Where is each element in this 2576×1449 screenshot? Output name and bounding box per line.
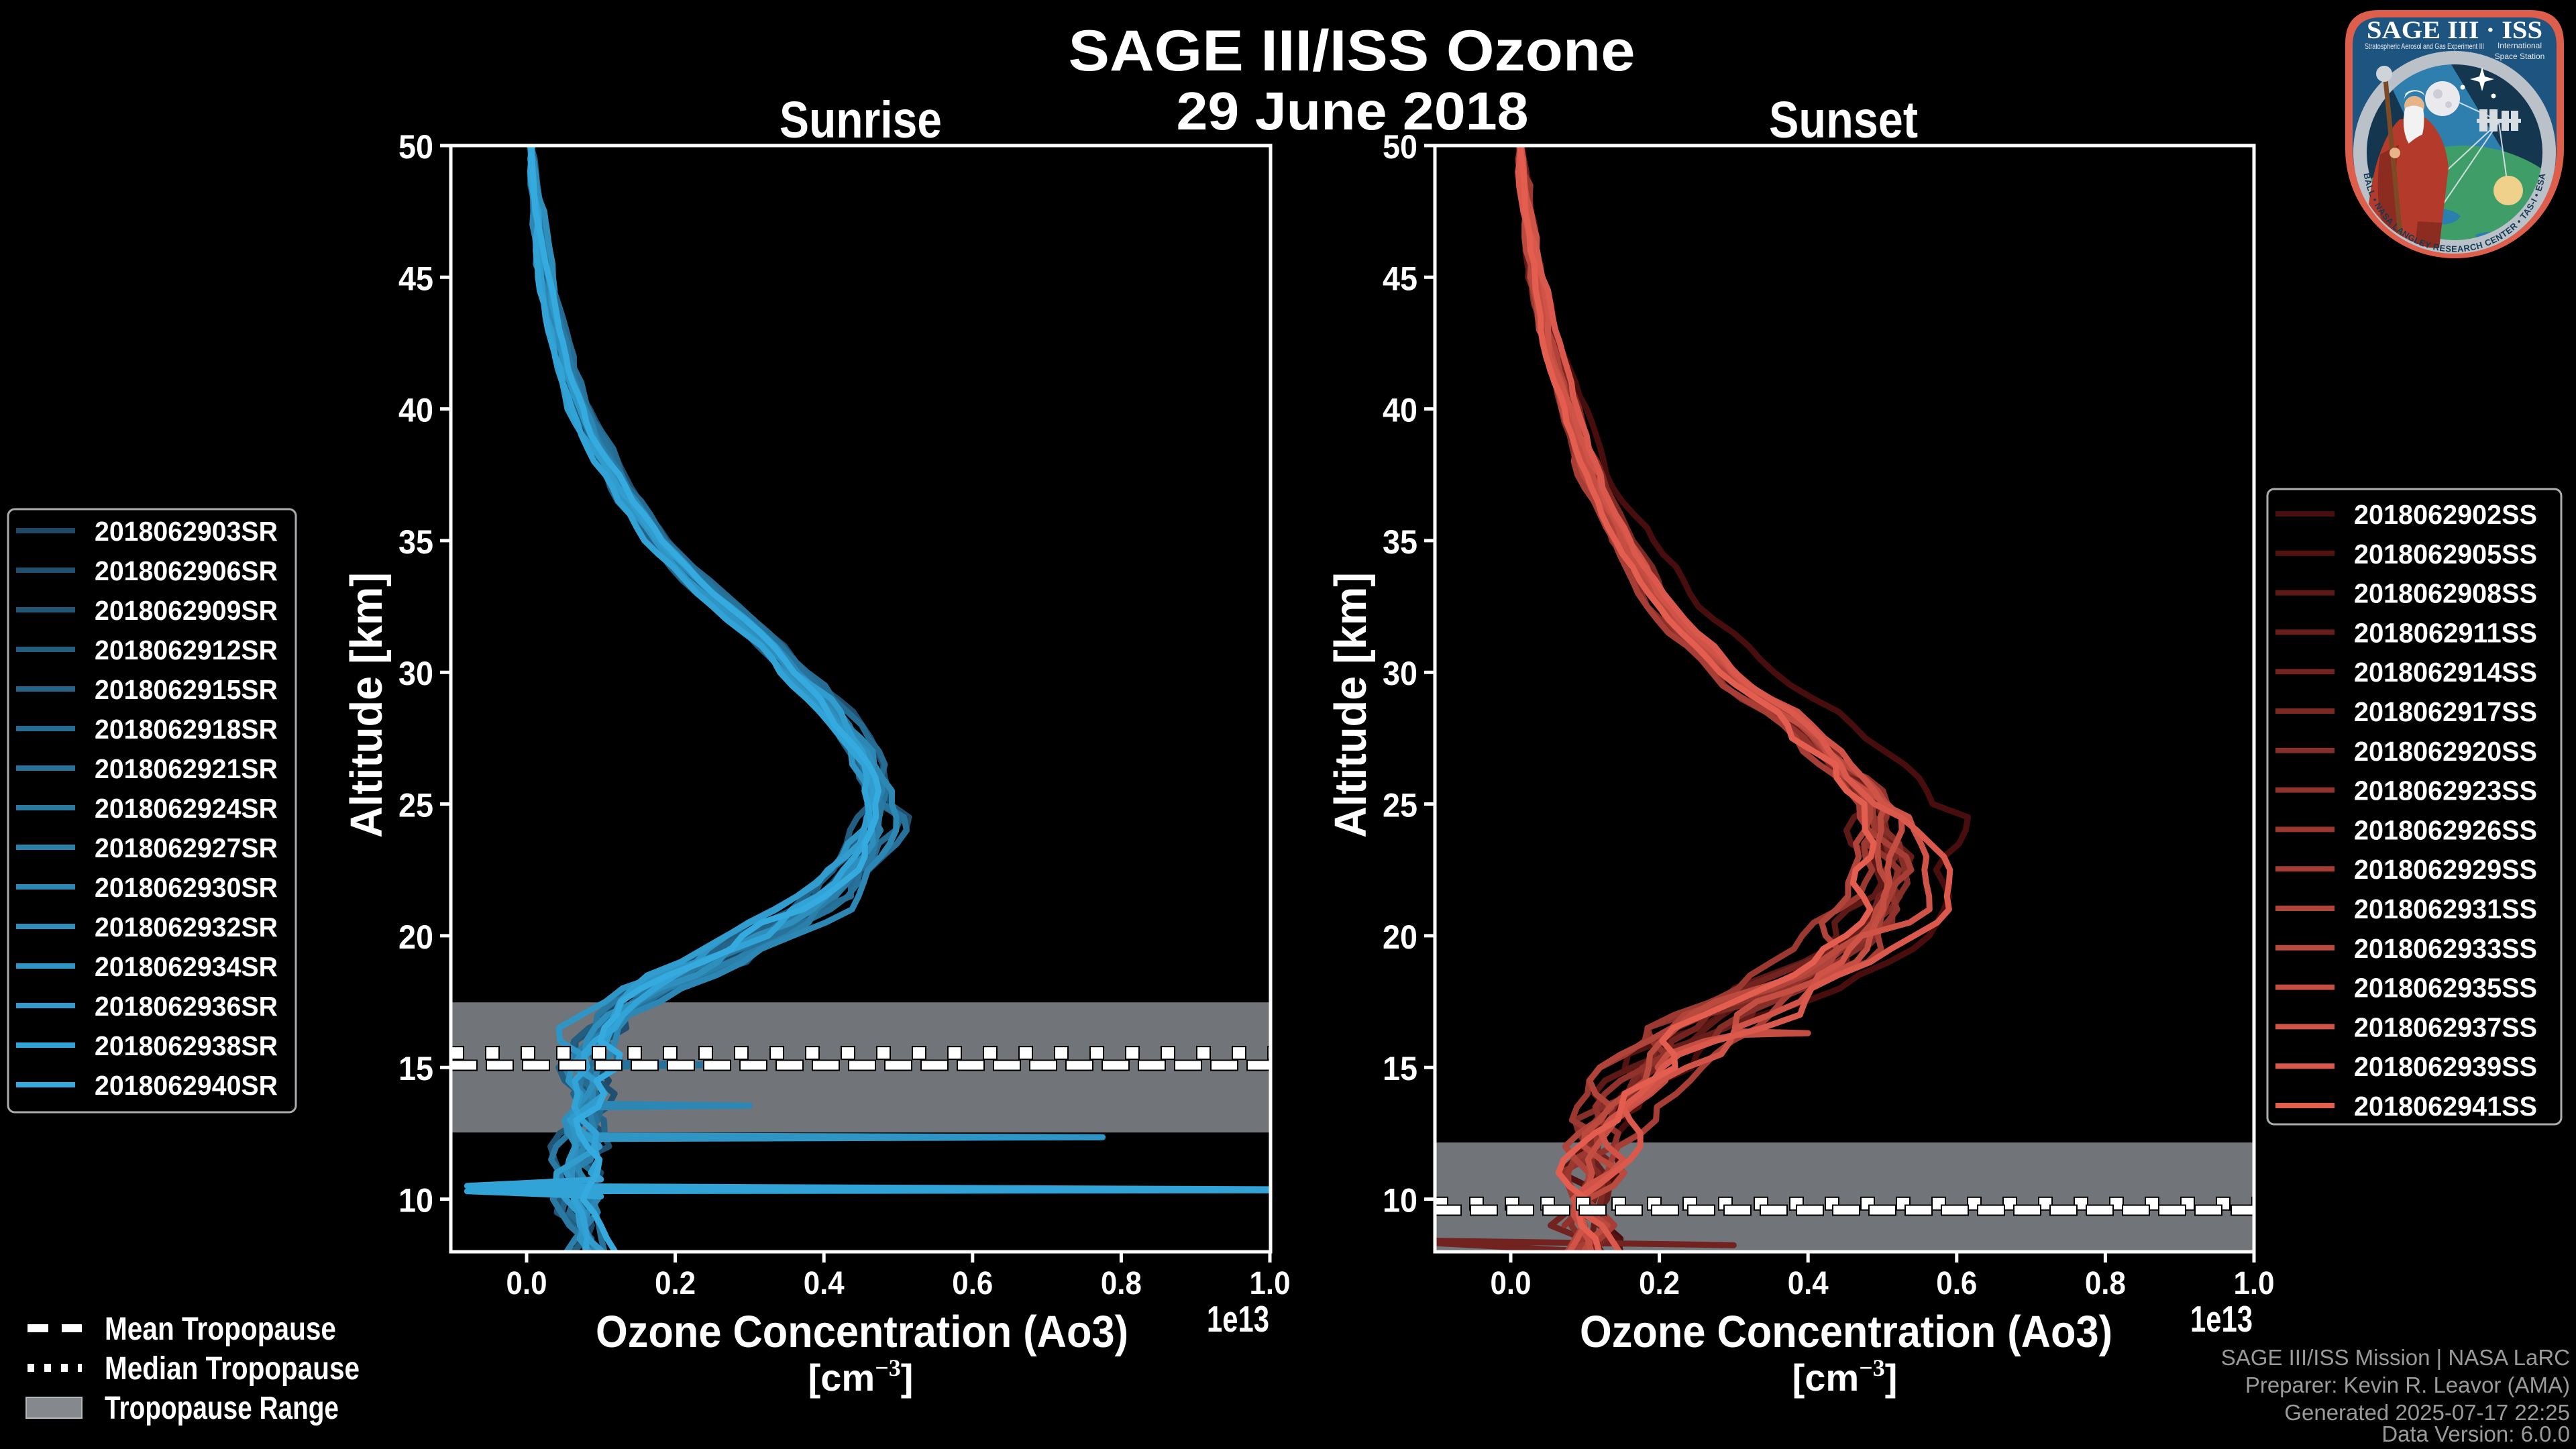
svg-text:2018062915SR: 2018062915SR (95, 674, 278, 705)
svg-text:SAGE III/ISS Mission | NASA La: SAGE III/ISS Mission | NASA LaRC (2221, 1345, 2570, 1370)
svg-text:30: 30 (1383, 655, 1417, 692)
svg-text:Ozone Concentration (Ao3): Ozone Concentration (Ao3) (1580, 1307, 2112, 1357)
svg-text:2018062936SR: 2018062936SR (95, 991, 278, 1022)
svg-text:2018062932SR: 2018062932SR (95, 912, 278, 943)
svg-text:Space Station: Space Station (2495, 52, 2545, 61)
svg-text:SAGE III · ISS: SAGE III · ISS (2367, 17, 2542, 44)
svg-text:2018062917SS: 2018062917SS (2354, 696, 2537, 727)
svg-text:2018062914SS: 2018062914SS (2354, 657, 2537, 688)
svg-text:2018062921SR: 2018062921SR (95, 753, 278, 784)
svg-text:Altitude [km]: Altitude [km] (341, 572, 392, 838)
svg-text:Sunrise: Sunrise (780, 91, 942, 149)
svg-text:2018062905SS: 2018062905SS (2354, 539, 2537, 570)
svg-text:35: 35 (398, 523, 433, 561)
svg-text:International: International (2498, 41, 2542, 50)
svg-text:2018062923SS: 2018062923SS (2354, 775, 2537, 806)
svg-text:Stratospheric Aerosol and Gas: Stratospheric Aerosol and Gas Experiment… (2365, 42, 2484, 51)
svg-text:0.6: 0.6 (1936, 1266, 1977, 1301)
svg-text:Mean Tropopause: Mean Tropopause (105, 1311, 336, 1347)
svg-text:2018062930SR: 2018062930SR (95, 872, 278, 903)
svg-text:20: 20 (1383, 918, 1417, 956)
svg-text:2018062911SS: 2018062911SS (2354, 617, 2537, 648)
svg-text:2018062940SR: 2018062940SR (95, 1070, 278, 1101)
svg-text:25: 25 (1383, 787, 1417, 824)
svg-text:0.8: 0.8 (1101, 1266, 1142, 1301)
svg-text:Generated 2025-07-17 22:25: Generated 2025-07-17 22:25 (2284, 1400, 2570, 1425)
svg-text:Ozone Concentration (Ao3): Ozone Concentration (Ao3) (596, 1307, 1128, 1357)
svg-text:2018062902SS: 2018062902SS (2354, 499, 2537, 530)
svg-text:50: 50 (398, 128, 433, 166)
svg-text:0.2: 0.2 (655, 1266, 696, 1301)
svg-text:1e13: 1e13 (1207, 1298, 1269, 1340)
svg-text:35: 35 (1383, 523, 1417, 561)
svg-text:0.6: 0.6 (952, 1266, 993, 1301)
svg-text:SAGE III/ISS Ozone: SAGE III/ISS Ozone (1069, 19, 1635, 83)
svg-text:Data Version: 6.0.0: Data Version: 6.0.0 (2381, 1421, 2570, 1446)
svg-text:45: 45 (398, 260, 433, 297)
svg-text:2018062903SR: 2018062903SR (95, 516, 278, 547)
svg-text:20: 20 (398, 918, 433, 956)
svg-text:10: 10 (1383, 1182, 1417, 1220)
svg-text:30: 30 (398, 655, 433, 692)
svg-text:0.0: 0.0 (506, 1266, 547, 1301)
svg-text:0.4: 0.4 (804, 1266, 845, 1301)
svg-text:0.4: 0.4 (1788, 1266, 1829, 1301)
svg-text:2018062906SR: 2018062906SR (95, 555, 278, 586)
svg-text:2018062935SS: 2018062935SS (2354, 973, 2537, 1004)
svg-text:2018062908SS: 2018062908SS (2354, 578, 2537, 609)
svg-text:2018062934SR: 2018062934SR (95, 951, 278, 982)
svg-text:1.0: 1.0 (1250, 1266, 1291, 1301)
svg-text:2018062937SS: 2018062937SS (2354, 1012, 2537, 1042)
svg-text:2018062927SR: 2018062927SR (95, 833, 278, 863)
svg-text:40: 40 (1383, 392, 1417, 429)
svg-text:2018062918SR: 2018062918SR (95, 714, 278, 745)
svg-text:40: 40 (398, 392, 433, 429)
svg-text:0.8: 0.8 (2085, 1266, 2126, 1301)
svg-text:2018062933SS: 2018062933SS (2354, 933, 2537, 964)
svg-text:2018062920SS: 2018062920SS (2354, 736, 2537, 767)
svg-text:Altitude [km]: Altitude [km] (1326, 572, 1376, 838)
svg-text:0.2: 0.2 (1639, 1266, 1680, 1301)
svg-text:2018062909SR: 2018062909SR (95, 595, 278, 626)
svg-text:2018062929SS: 2018062929SS (2354, 854, 2537, 885)
svg-text:15: 15 (398, 1050, 433, 1087)
svg-text:Median Tropopause: Median Tropopause (105, 1351, 360, 1387)
svg-text:Sunset: Sunset (1769, 91, 1918, 149)
svg-text:1e13: 1e13 (2190, 1298, 2253, 1340)
svg-text:0.0: 0.0 (1491, 1266, 1532, 1301)
svg-text:50: 50 (1383, 128, 1417, 166)
svg-text:Preparer: Kevin R. Leavor (AMA: Preparer: Kevin R. Leavor (AMA) (2245, 1373, 2570, 1397)
svg-text:2018062912SR: 2018062912SR (95, 635, 278, 665)
svg-text:Tropopause Range: Tropopause Range (105, 1391, 339, 1426)
svg-text:1.0: 1.0 (2234, 1266, 2275, 1301)
svg-text:10: 10 (398, 1182, 433, 1220)
svg-text:2018062939SS: 2018062939SS (2354, 1051, 2537, 1082)
svg-text:2018062926SS: 2018062926SS (2354, 814, 2537, 845)
svg-text:2018062931SS: 2018062931SS (2354, 894, 2537, 924)
svg-text:2018062938SR: 2018062938SR (95, 1030, 278, 1061)
svg-text:2018062924SR: 2018062924SR (95, 793, 278, 824)
svg-text:2018062941SS: 2018062941SS (2354, 1091, 2537, 1122)
svg-text:29 June 2018: 29 June 2018 (1177, 81, 1529, 141)
svg-text:[cm−3]: [cm−3] (1792, 1354, 1898, 1399)
svg-text:25: 25 (398, 787, 433, 824)
svg-text:45: 45 (1383, 260, 1417, 297)
svg-text:15: 15 (1383, 1050, 1417, 1087)
